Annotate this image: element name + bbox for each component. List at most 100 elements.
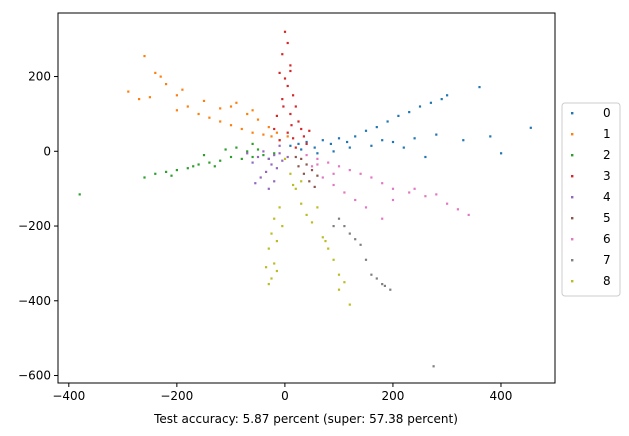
data-point-series-8 [337,273,341,276]
data-point-series-0 [402,146,405,149]
data-point-series-3 [282,105,285,108]
data-point-series-0 [478,86,481,89]
data-point-series-0 [337,137,341,140]
data-point-series-3 [278,139,281,142]
legend-label-6: 6 [603,232,611,246]
data-point-series-1 [246,112,249,116]
legend-label-0: 0 [603,106,611,120]
data-point-series-4 [286,155,289,159]
data-point-series-8 [316,206,319,209]
legend-marker-0 [571,112,574,115]
legend: 0 1 2 3 4 5 6 7 8 [561,102,621,297]
data-point-series-7 [389,288,392,291]
data-point-series-0 [446,94,449,97]
data-point-series-6 [332,172,335,175]
data-point-series-3 [286,131,289,134]
data-point-series-3 [294,146,297,149]
y-tick-label: −400 [18,294,51,308]
data-point-series-2 [186,167,189,170]
data-point-series-2 [273,152,276,155]
data-point-series-5 [294,155,297,159]
data-point-series-3 [292,137,295,140]
data-point-series-3 [302,135,305,138]
data-point-series-6 [316,157,319,160]
data-point-series-1 [138,98,141,101]
legend-marker-4 [571,196,574,199]
x-tick-label: −200 [160,389,193,403]
data-point-series-8 [275,240,278,243]
data-point-series-8 [270,277,273,280]
data-point-series-2 [246,150,249,153]
data-point-series-0 [346,140,349,144]
data-point-series-8 [321,236,324,239]
data-point-series-0 [329,142,332,145]
data-point-series-3 [305,142,308,145]
data-point-series-6 [413,187,416,190]
data-point-series-4 [259,176,262,179]
data-point-series-3 [281,98,284,101]
data-point-series-7 [348,232,351,235]
data-point-series-3 [300,127,303,131]
data-point-series-0 [397,114,400,117]
data-point-series-4 [267,187,270,190]
data-point-series-4 [256,155,260,159]
points-layer [78,30,532,368]
data-point-series-7 [359,243,362,246]
data-point-series-7 [432,365,435,368]
data-point-series-6 [305,154,308,157]
data-point-series-2 [165,170,168,173]
data-point-series-4 [246,152,249,155]
legend-marker-8 [571,280,574,283]
data-point-series-1 [235,101,238,104]
data-point-series-4 [278,144,281,147]
data-point-series-5 [310,169,314,172]
data-point-series-1 [154,71,157,74]
data-point-series-0 [289,144,292,147]
data-point-series-0 [321,139,324,142]
y-tick-label: 200 [28,70,51,84]
data-point-series-4 [262,150,265,153]
data-point-series-2 [256,148,260,151]
data-point-series-6 [316,163,319,166]
data-point-series-3 [286,41,289,45]
data-point-series-2 [229,155,233,159]
data-point-series-1 [270,135,273,138]
data-point-series-6 [348,169,351,172]
plot-area [58,13,555,383]
data-point-series-1 [175,109,178,112]
data-point-series-3 [275,114,278,117]
legend-label-7: 7 [603,253,611,267]
data-point-series-3 [283,77,287,80]
data-point-series-1 [229,105,233,108]
data-point-series-0 [300,148,303,151]
data-point-series-8 [348,303,351,306]
data-point-series-8 [267,247,270,250]
data-point-series-6 [343,191,346,194]
data-point-series-4 [275,167,278,170]
legend-marker-5 [571,217,574,220]
data-point-series-0 [375,126,378,129]
data-point-series-1 [202,99,206,102]
data-point-series-5 [302,172,305,175]
data-point-series-4 [254,182,257,185]
data-point-series-6 [435,193,438,196]
x-tick-label: 200 [381,389,404,403]
data-point-series-1 [165,83,168,86]
data-point-series-2 [262,154,265,157]
data-point-series-7 [381,283,384,286]
data-point-series-1 [262,133,265,136]
data-point-series-1 [240,127,243,131]
data-point-series-7 [343,225,346,228]
data-point-series-3 [290,124,293,127]
data-point-series-0 [354,135,357,138]
data-point-series-6 [370,176,373,179]
data-point-series-3 [286,84,289,88]
legend-label-5: 5 [603,211,611,225]
data-point-series-3 [308,129,311,132]
data-point-series-0 [462,139,465,142]
data-point-series-6 [364,206,368,209]
y-tick-label: −600 [18,369,51,383]
data-point-series-6 [327,161,330,164]
x-tick-label: −400 [52,389,85,403]
data-point-series-3 [289,69,292,73]
